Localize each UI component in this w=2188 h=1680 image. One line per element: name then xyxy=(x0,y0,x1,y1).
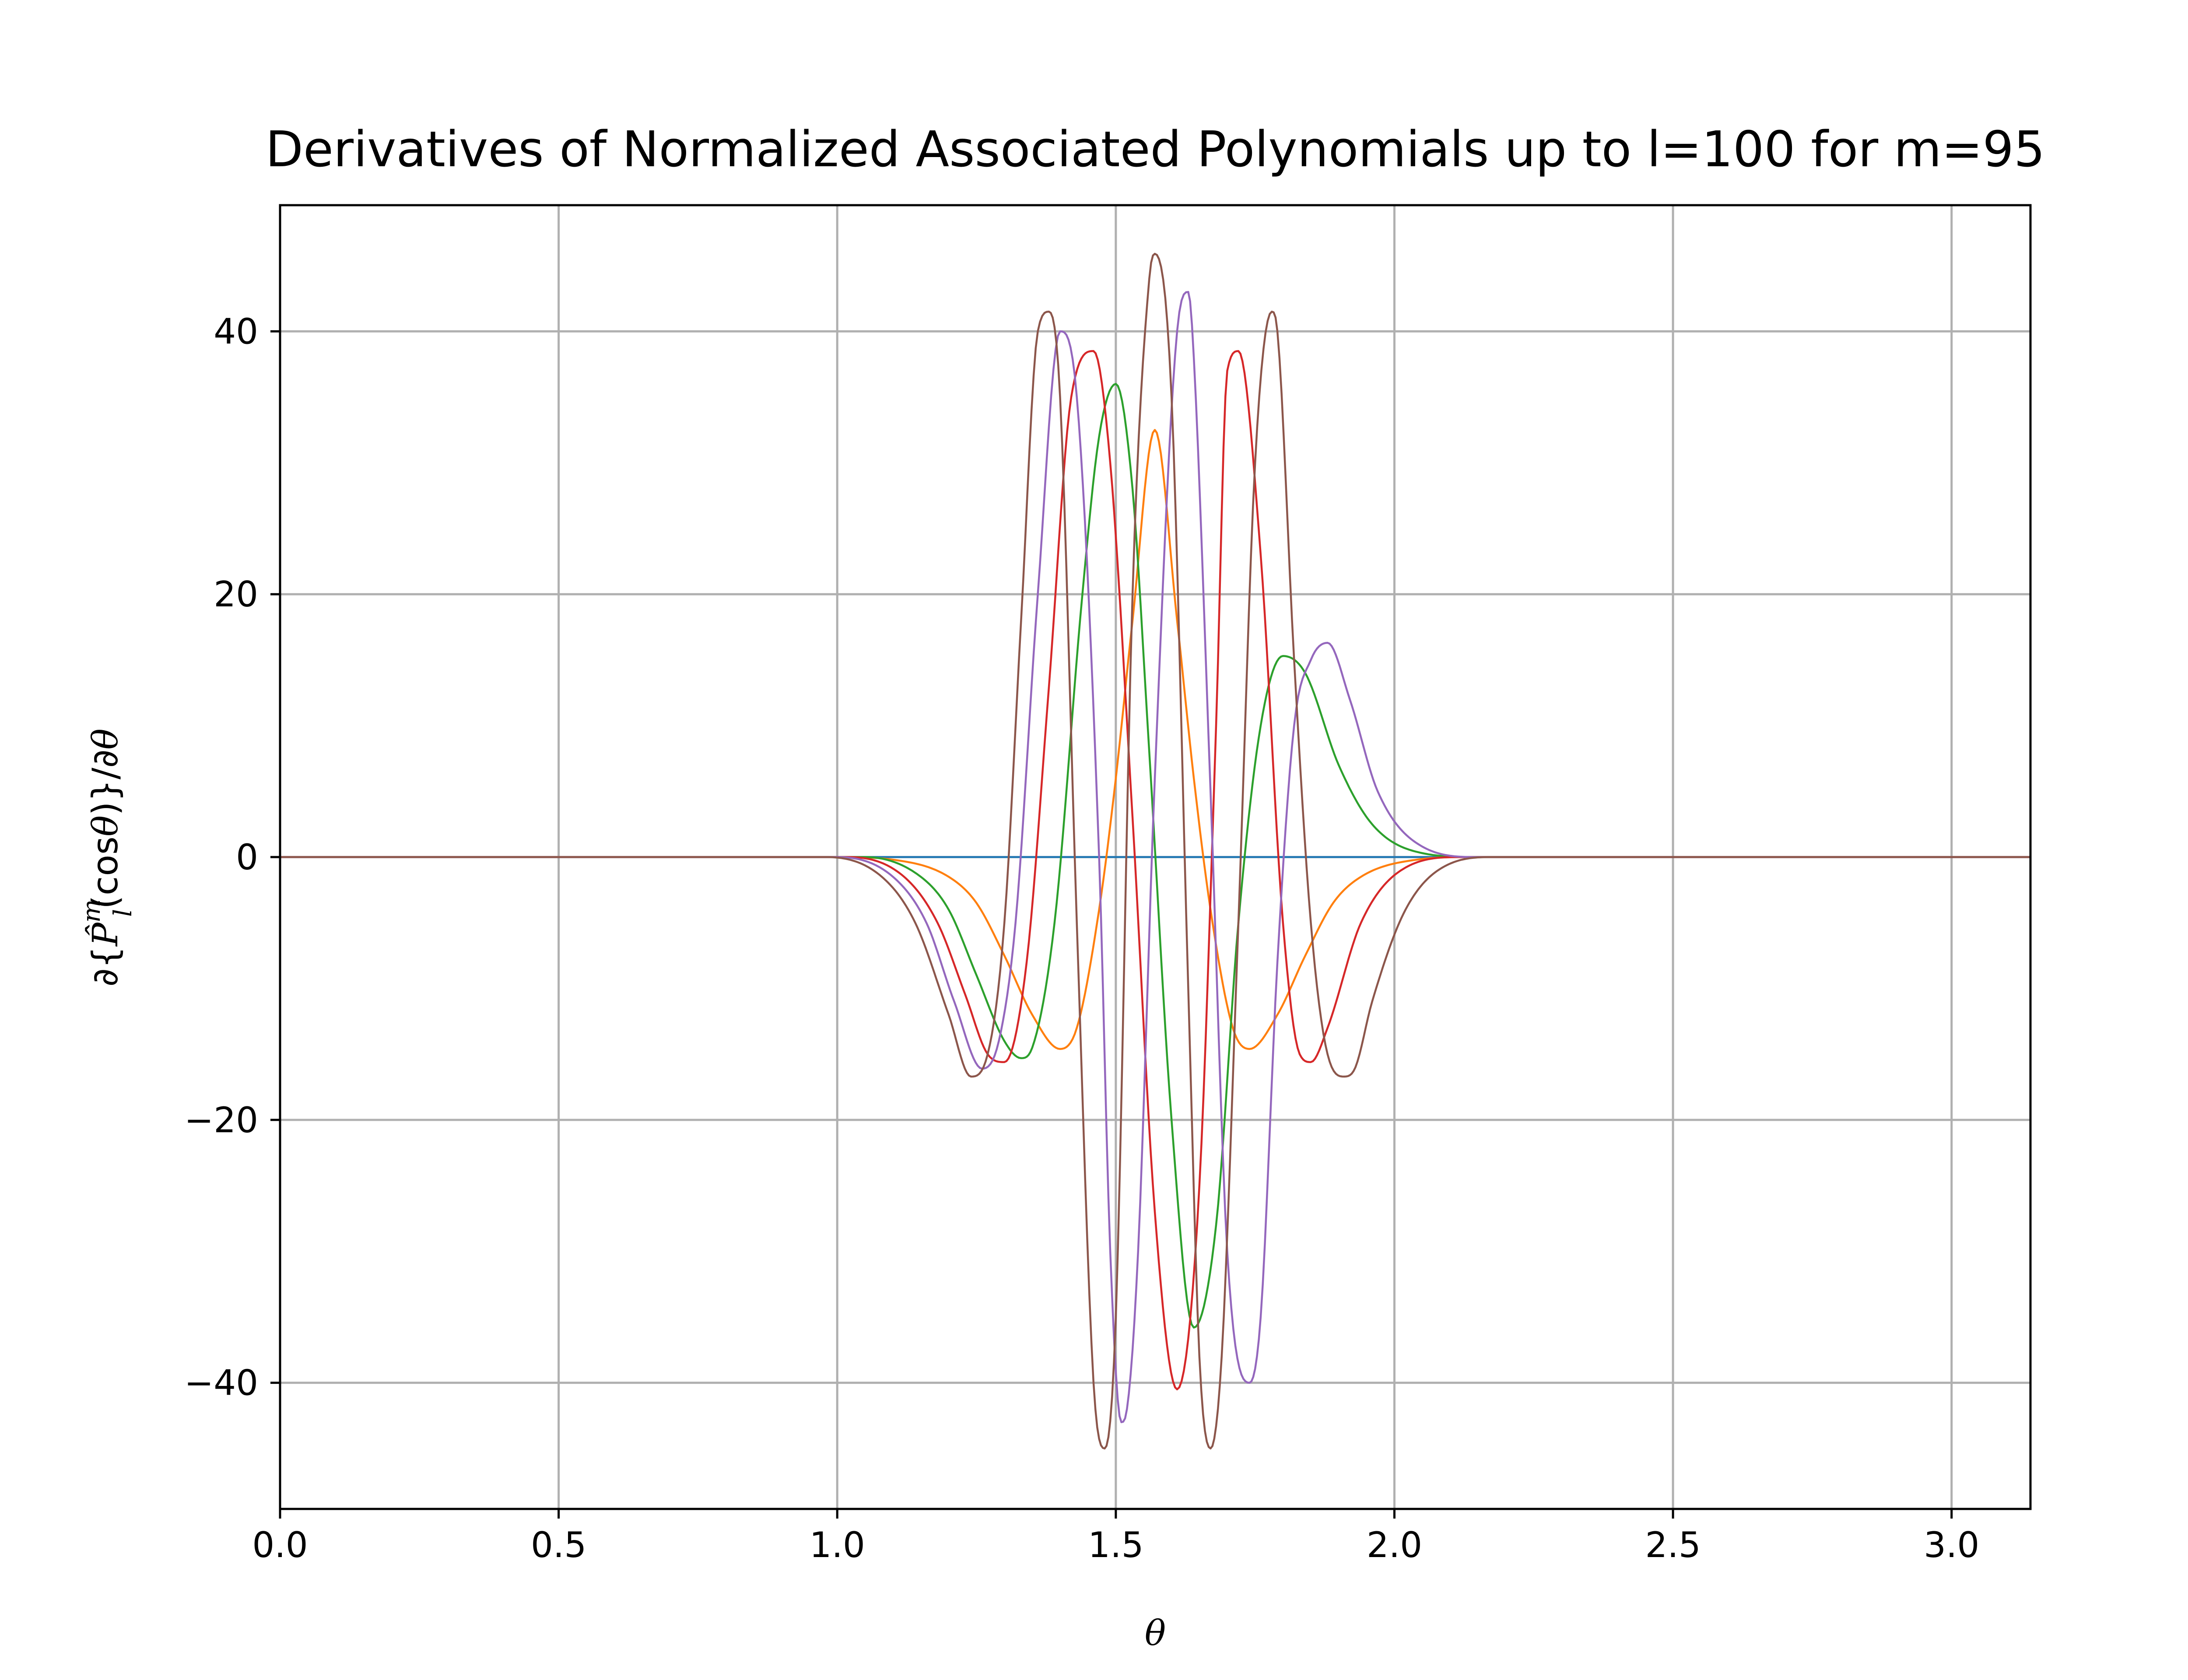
chart-title: Derivatives of Normalized Associated Pol… xyxy=(266,121,2045,178)
axis-ticks: 0.0 0.5 1.0 1.5 2.0 2.5 3.0 −40 −20 0 20 40 xyxy=(184,311,1979,1565)
y-tick-label: 40 xyxy=(214,311,258,352)
x-tick-label: 0.5 xyxy=(531,1525,586,1565)
x-axis-label: θ xyxy=(1145,1613,1166,1653)
x-tick-label: 1.5 xyxy=(1088,1525,1143,1565)
x-tick-label: 1.0 xyxy=(810,1525,865,1565)
y-tick-label: −40 xyxy=(184,1363,258,1404)
y-tick-label: 20 xyxy=(214,574,258,615)
x-tick-label: 2.0 xyxy=(1367,1525,1422,1565)
y-tick-label: 0 xyxy=(236,837,258,878)
y-axis-label: ∂{P̂m l(cosθ)}/∂θ xyxy=(77,728,137,987)
series-line-6 xyxy=(280,252,2030,1450)
x-tick-label: 2.5 xyxy=(1645,1525,1701,1565)
series-lines xyxy=(280,252,2030,1450)
y-tick-label: −20 xyxy=(184,1100,258,1141)
x-tick-label: 0.0 xyxy=(252,1525,308,1565)
x-tick-label: 3.0 xyxy=(1924,1525,1979,1565)
y-axis-label-group: ∂{P̂m l(cosθ)}/∂θ xyxy=(77,728,137,987)
